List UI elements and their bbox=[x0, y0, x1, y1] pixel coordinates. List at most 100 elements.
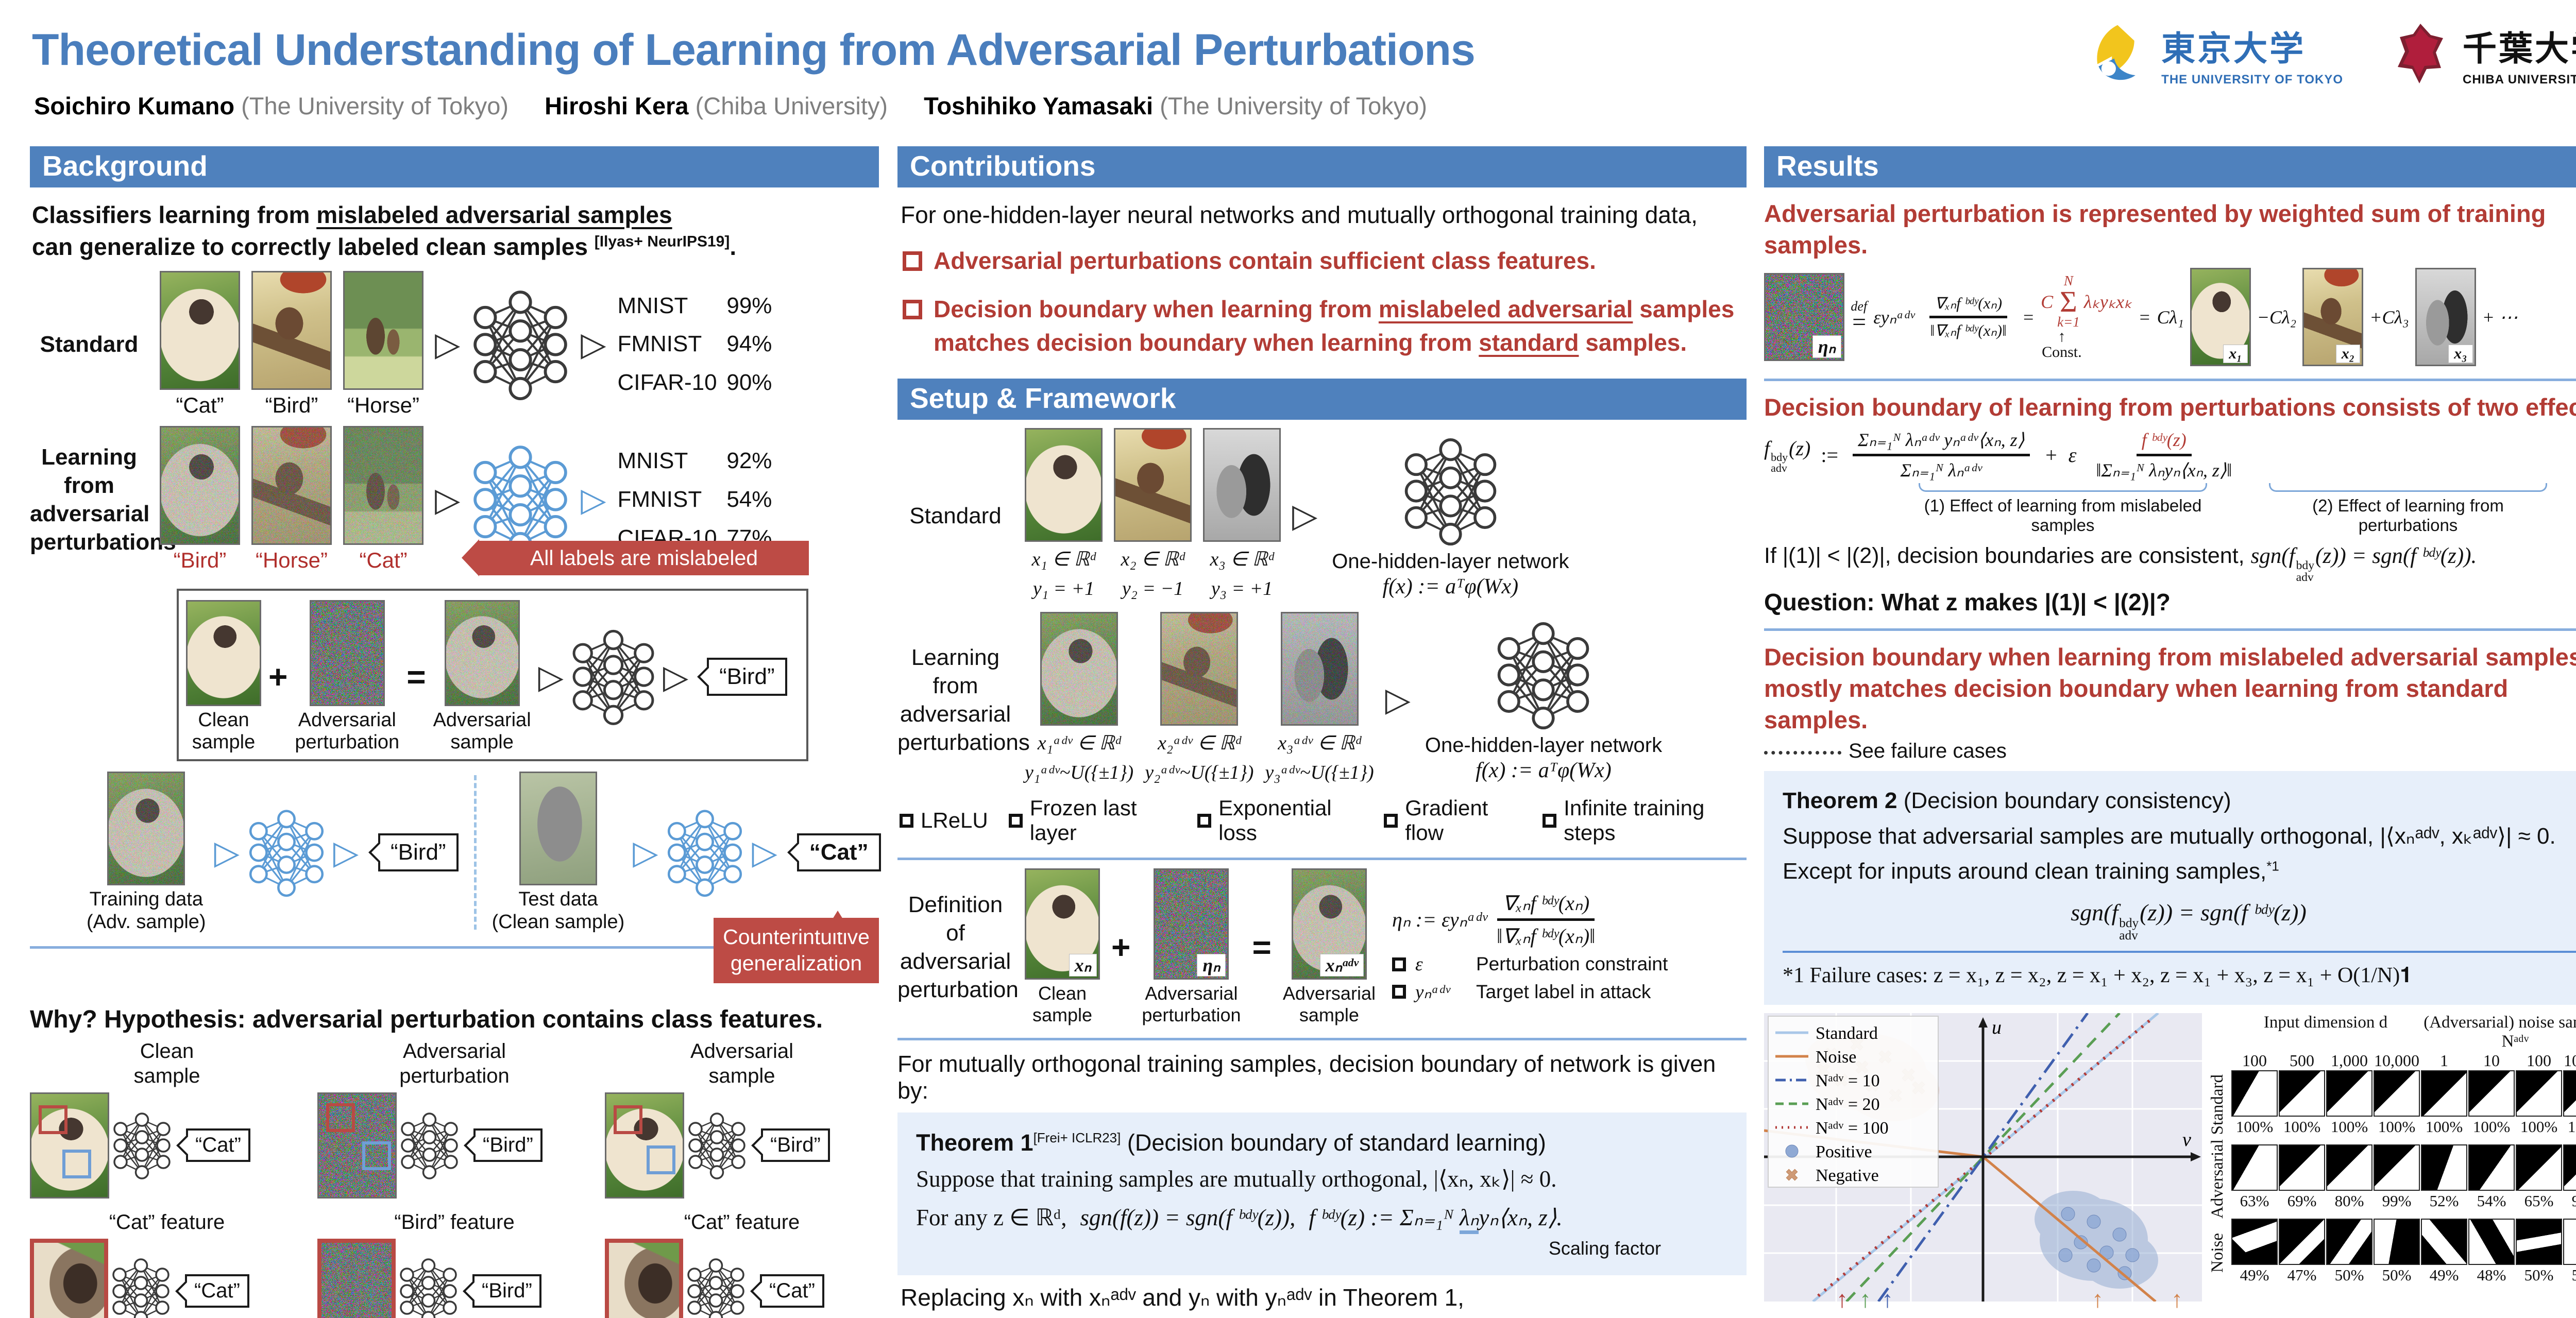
flow-arrow-icon: ▷ bbox=[435, 481, 461, 518]
result-heading-1: Adversarial perturbation is represented … bbox=[1764, 200, 2546, 259]
svg-text:Standard: Standard bbox=[1816, 1024, 1878, 1043]
authors: Soichiro Kumano (The University of Tokyo… bbox=[34, 92, 1427, 120]
clean-sample-photo bbox=[186, 600, 261, 706]
flow-arrow-icon: ▷ bbox=[581, 326, 606, 363]
grid-cell: Adversarial perturbation “Bird” bbox=[317, 1039, 591, 1199]
network-icon bbox=[401, 1112, 458, 1179]
svg-text:v: v bbox=[2182, 1129, 2191, 1151]
adv-horse-photo bbox=[343, 426, 423, 545]
grid-header-left: Input dimension d bbox=[2263, 1013, 2388, 1032]
adv-cat-photo bbox=[160, 426, 240, 545]
see-failure-cases: See failure cases bbox=[1764, 740, 2576, 763]
bird-feature-noise bbox=[317, 1238, 396, 1318]
network-icon bbox=[571, 625, 656, 728]
hypothesis-heading: Why? Hypothesis: adversarial perturbatio… bbox=[30, 1005, 823, 1033]
adv-sample-photo bbox=[444, 600, 520, 706]
x3-photo bbox=[1203, 428, 1281, 542]
plot-legend: Standard Noise Nᵃᵈᵛ = 10 Nᵃᵈᵛ = 20 Nᵃᵈᵛ … bbox=[1768, 1015, 1939, 1188]
flow-arrow-icon: ▷ bbox=[1292, 497, 1318, 535]
contributions-intro: For one-hidden-layer neural networks and… bbox=[901, 201, 1698, 228]
network-icon bbox=[112, 1258, 170, 1318]
failure-cases: *1 Failure cases: z = x₁, z = x₂, z = x₁… bbox=[1783, 963, 2412, 987]
divider bbox=[473, 775, 477, 930]
flow-arrow-icon: ▷ bbox=[581, 481, 606, 518]
network-icon bbox=[688, 1112, 745, 1179]
flow-arrow-icon: ▷ bbox=[435, 326, 461, 363]
cat-photo bbox=[160, 271, 240, 390]
replacing-text: Replacing xₙ with xₙᵃᵈᵛ and yₙ with yₙᵃᵈ… bbox=[901, 1284, 1464, 1311]
equals-icon: = bbox=[1252, 928, 1272, 966]
setup-standard-row: Standard x₁ ∈ ℝᵈ y₁ = +1 x₂ ∈ ℝᵈ y₂ = −1 x… bbox=[897, 428, 1747, 604]
accuracy-grid: Input dimension d (Adversarial) noise sa… bbox=[2208, 1013, 2576, 1302]
adv-sample-photo bbox=[605, 1092, 684, 1199]
network-icon bbox=[471, 285, 569, 404]
network-icon bbox=[113, 1112, 171, 1179]
flow-arrow-icon: ▷ bbox=[752, 833, 777, 871]
grid-row-standard: Standard 100% 100% 100% 100% 100% 100% 1… bbox=[2208, 1070, 2576, 1139]
weighted-sum-equation: ηₙ def = εyₙᵃᵈᵛ ∇ₓₙf ᵇᵈʸ(xₙ) ‖∇ₓₙf ᵇᵈʸ(xₙ)… bbox=[1764, 268, 2576, 367]
utokyo-name: 東京大学 bbox=[2161, 29, 2306, 67]
grid-cell: “Cat” feature “Cat” bbox=[605, 1209, 879, 1318]
network-icon bbox=[400, 1258, 457, 1318]
cat-feature-photo bbox=[605, 1238, 683, 1318]
training-adv-photo bbox=[107, 772, 185, 886]
background-intro: Classifiers learning from mislabeled adv… bbox=[32, 201, 737, 261]
x1-photo: x₁ bbox=[2190, 268, 2251, 367]
adversarial-training-row: Learning from adversarial perturbations … bbox=[30, 426, 879, 575]
setup-adv-row: Learning from adversarial perturbations x₁… bbox=[897, 612, 1747, 788]
network-icon bbox=[1403, 433, 1498, 549]
feature-grid: Clean sample “Cat” Adversarial perturbatio… bbox=[30, 1039, 879, 1318]
adv-sample-photo: xₙᵃᵈᵛ bbox=[1291, 868, 1367, 980]
background-header: Background bbox=[30, 146, 879, 187]
cat-feature-photo bbox=[30, 1238, 108, 1318]
network-icon-blue bbox=[666, 805, 743, 900]
prediction-bubble: “Cat” bbox=[186, 1128, 250, 1162]
prediction-bubble: “Cat” bbox=[760, 1274, 824, 1308]
chiba-logo: 千葉大学 CHIBA UNIVERSITY bbox=[2389, 21, 2576, 88]
x3-photo: x₃ bbox=[2415, 268, 2476, 367]
x2-photo: x₂ bbox=[2302, 268, 2364, 367]
equals-icon: = bbox=[406, 658, 426, 696]
clean-sample-photo bbox=[30, 1092, 109, 1199]
grid-cell: Clean sample “Cat” bbox=[30, 1039, 304, 1199]
prediction-bubble: “Cat” bbox=[185, 1274, 249, 1308]
pointer-arrow-red: ↑ bbox=[1836, 1285, 1848, 1312]
grid-row-adversarial: Adversarial 63% 69% 80% 99% 52% 54% 65% … bbox=[2208, 1139, 2576, 1219]
perturbation-noise: ηₙ bbox=[1764, 273, 1844, 362]
flow-arrow-icon: ▷ bbox=[333, 833, 359, 871]
x1adv-photo bbox=[1040, 612, 1118, 726]
grid-cell: “Bird” feature “Bird” bbox=[317, 1209, 591, 1318]
x1-photo bbox=[1025, 428, 1103, 542]
x2adv-photo bbox=[1160, 612, 1239, 726]
grid-cell: “Cat” feature “Cat” bbox=[30, 1209, 304, 1318]
perturbation-formula: ηₙ := εyₙᵃᵈᵛ ∇ₓₙf ᵇᵈʸ(xₙ) ‖∇ₓₙf ᵇᵈʸ(xₙ)‖ … bbox=[1392, 891, 1668, 1003]
contribution-1: Adversarial perturbations contain suffic… bbox=[903, 244, 1747, 277]
two-effects-equation: f bdy adv (z) := Σₙ₌₁ᴺ λₙᵃᵈᵛ yₙᵃᵈᵛ⟨xₙ, z⟩ Σₙ… bbox=[1764, 430, 2232, 481]
svg-text:Negative: Negative bbox=[1816, 1166, 1879, 1185]
grid-header-right: (Adversarial) noise sample Nᵃᵈᵛ bbox=[2424, 1013, 2576, 1051]
clean-sample-photo: xₙ bbox=[1025, 868, 1100, 980]
plus-icon: + bbox=[268, 658, 288, 696]
results-header: Results bbox=[1764, 146, 2576, 187]
network-icon bbox=[1496, 617, 1591, 733]
adv-bird-photo bbox=[251, 426, 332, 545]
svg-text:Positive: Positive bbox=[1816, 1142, 1872, 1161]
author: Toshihiko Yamasaki (The University of To… bbox=[924, 92, 1428, 119]
svg-text:Nᵃᵈᵛ = 100: Nᵃᵈᵛ = 100 bbox=[1816, 1119, 1889, 1138]
adv-sample-decomposition-box: Clean sample + Adversarial perturbation = … bbox=[177, 588, 808, 762]
middle-column: Contributions For one-hidden-layer neura… bbox=[897, 146, 1747, 1318]
theorem-1-box: Theorem 1[Frei+ ICLR23] (Decision bounda… bbox=[897, 1112, 1747, 1275]
background-section: Background Classifiers learning from mis… bbox=[30, 146, 881, 1318]
test-clean-photo bbox=[519, 772, 597, 886]
chiba-name-en: CHIBA UNIVERSITY bbox=[2463, 73, 2576, 87]
result-heading-3: Decision boundary when learning from mis… bbox=[1764, 643, 2576, 734]
flow-arrow-icon: ▷ bbox=[1385, 681, 1411, 718]
network-icon-blue bbox=[248, 805, 325, 900]
network-block: One-hidden-layer network f(x) := aᵀφ(Wx) bbox=[1332, 433, 1569, 599]
experiment-figure: u v Standard Noise Nᵃᵈᵛ = 10 Nᵃᵈᵛ = 20 N… bbox=[1764, 1013, 2576, 1312]
flow-arrow-icon: ▷ bbox=[663, 658, 689, 695]
chiba-emblem-icon bbox=[2398, 24, 2443, 83]
chiba-name: 千葉大学 bbox=[2463, 29, 2576, 67]
utokyo-name-en: THE UNIVERSITY OF TOKYO bbox=[2161, 73, 2343, 87]
